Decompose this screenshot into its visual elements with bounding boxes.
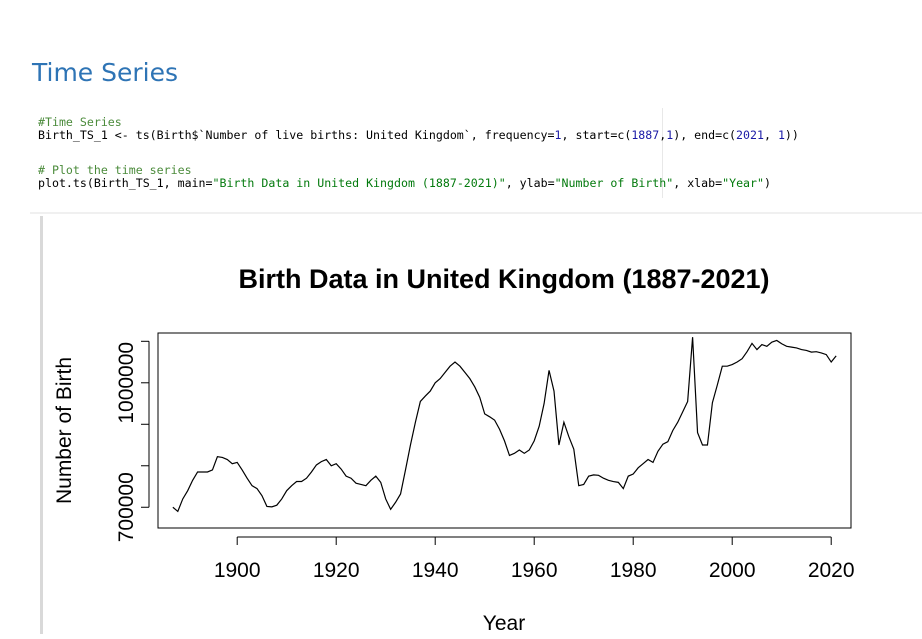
code-number: 2021 — [736, 128, 764, 142]
code-comment-line: #Time Series — [38, 115, 122, 129]
series-line — [172, 337, 837, 513]
code-token: Birth_TS_1 <- ts(Birth$`Number of live b… — [38, 128, 555, 142]
code-plot-line: plot.ts(Birth_TS_1, main="Birth Data in … — [38, 176, 771, 190]
code-number: 1 — [666, 128, 674, 142]
code-number: 1887 — [631, 128, 660, 142]
code-block: #Time Series Birth_TS_1 <- ts(Birth$`Num… — [30, 108, 799, 198]
plot-box — [157, 332, 852, 529]
x-tick-label: 1940 — [412, 559, 459, 582]
y-tick-label: 700000 — [115, 472, 138, 542]
code-token: , — [763, 128, 778, 142]
code-number: 1 — [554, 128, 562, 142]
code-token: ), end=c( — [673, 128, 737, 142]
line-chart: Birth Data in United Kingdom (1887-2021)… — [53, 264, 855, 635]
code-token: )) — [784, 128, 799, 142]
y-axis-label: Number of Birth — [53, 357, 76, 504]
x-axis: 1900 1920 1940 1960 1980 2000 2020 — [214, 536, 855, 582]
x-tick-label: 1920 — [313, 559, 360, 582]
x-axis-label: Year — [483, 612, 525, 634]
divider — [30, 212, 922, 214]
chart-title: Birth Data in United Kingdom (1887-2021) — [238, 264, 769, 294]
code-token: , start=c( — [561, 128, 632, 142]
code-token: , ylab= — [505, 176, 555, 190]
x-tick-label: 1980 — [610, 559, 657, 582]
code-token: ) — [764, 176, 771, 190]
code-token: , — [659, 128, 667, 142]
y-axis: 700000 1000000 — [115, 340, 150, 542]
code-string: "Year" — [722, 176, 764, 190]
code-string: "Number of Birth" — [554, 176, 674, 190]
code-comment-line: # Plot the time series — [38, 163, 192, 177]
x-tick-label: 2020 — [808, 559, 855, 582]
x-tick-label: 1960 — [511, 559, 558, 582]
y-tick-label: 1000000 — [115, 342, 138, 424]
section-heading: Time Series — [32, 58, 179, 87]
plot-output: Birth Data in United Kingdom (1887-2021)… — [40, 216, 922, 635]
code-token: , xlab= — [673, 176, 723, 190]
code-ts-line: Birth_TS_1 <- ts(Birth$`Number of live b… — [38, 128, 799, 142]
code-number: 1 — [777, 128, 785, 142]
code-token: plot.ts(Birth_TS_1, main= — [38, 176, 213, 190]
x-tick-label: 1900 — [214, 559, 261, 582]
x-tick-label: 2000 — [709, 559, 756, 582]
code-string: "Birth Data in United Kingdom (1887-2021… — [212, 176, 506, 190]
